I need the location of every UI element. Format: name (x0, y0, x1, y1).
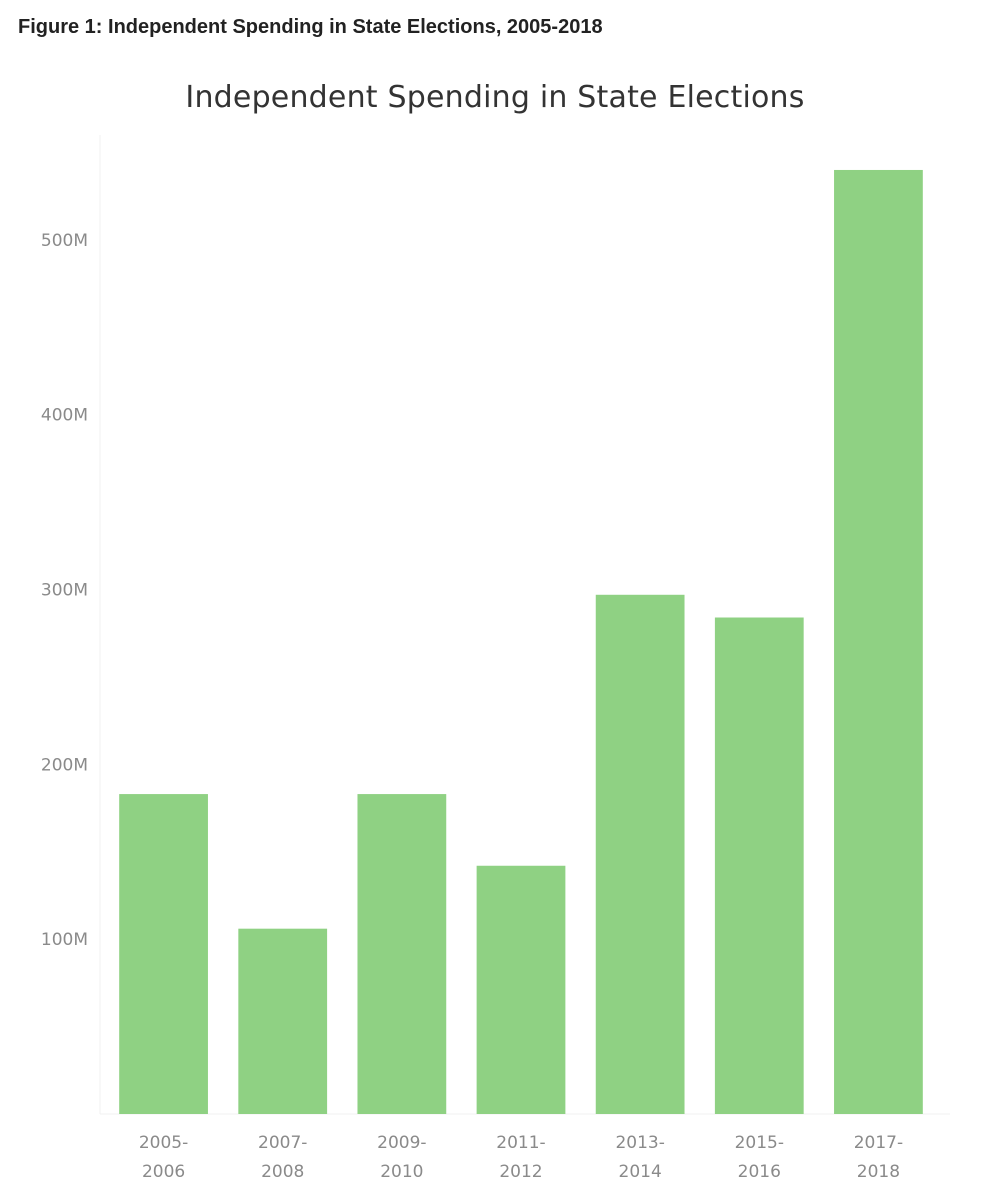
y-tick-label: 200M (41, 755, 88, 775)
bar (357, 794, 447, 1114)
x-tick-label: 2006 (142, 1162, 185, 1182)
x-tick-label: 2018 (857, 1162, 900, 1182)
x-tick-label: 2010 (380, 1162, 423, 1182)
bar (238, 928, 328, 1114)
x-tick-label: 2014 (619, 1162, 662, 1182)
y-axis-ticks: 100M 200M 300M 400M 500M (41, 231, 88, 950)
bar (714, 617, 804, 1114)
y-tick-label: 400M (41, 406, 88, 426)
x-tick-label: 2008 (261, 1162, 304, 1182)
y-tick-label: 100M (41, 930, 88, 950)
figure-caption: Figure 1: Independent Spending in State … (18, 16, 603, 38)
x-tick-label: 2005- (139, 1133, 188, 1153)
x-tick-label: 2012 (499, 1162, 542, 1182)
x-tick-label: 2007- (258, 1133, 307, 1153)
y-tick-label: 500M (41, 231, 88, 251)
bars (119, 169, 923, 1114)
x-tick-label: 2013- (615, 1133, 664, 1153)
x-tick-label: 2009- (377, 1133, 426, 1153)
chart-title: Independent Spending in State Elections (185, 80, 805, 115)
bar (476, 865, 566, 1114)
bar (119, 794, 208, 1114)
x-tick-label: 2011- (496, 1133, 545, 1153)
x-tick-label: 2017- (854, 1133, 903, 1153)
x-tick-label: 2015- (735, 1133, 784, 1153)
bar (595, 594, 685, 1114)
y-tick-label: 300M (41, 581, 88, 601)
x-tick-label: 2016 (738, 1162, 781, 1182)
x-axis-ticks: 2005- 2006 2007- 2008 2009- 2010 2011- 2012 2013… (139, 1133, 903, 1182)
bar (834, 169, 923, 1114)
